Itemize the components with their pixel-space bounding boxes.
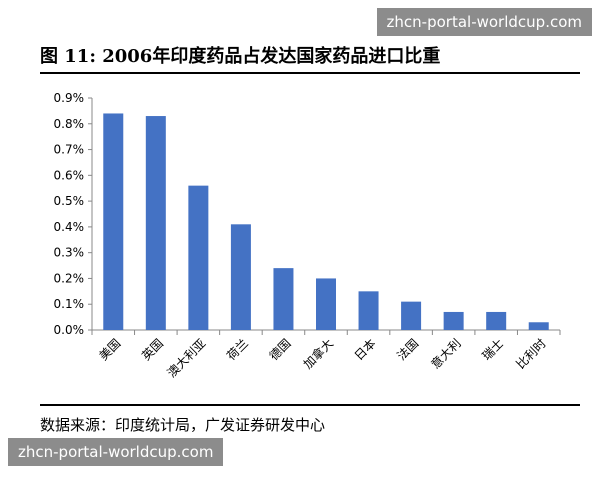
source-divider (40, 404, 580, 406)
x-tick-label: 荷兰 (224, 336, 251, 363)
x-tick-label: 加拿大 (300, 336, 336, 372)
y-tick-label: 0.4% (54, 220, 85, 234)
x-tick-label: 德国 (266, 336, 294, 364)
bar (188, 185, 209, 330)
y-tick-label: 0.8% (54, 117, 85, 131)
title-divider (40, 72, 580, 74)
watermark-top: zhcn-portal-worldcup.com (376, 8, 592, 36)
bar (486, 311, 507, 330)
bar (358, 291, 379, 330)
y-tick-label: 0.0% (54, 323, 85, 337)
y-tick-label: 0.3% (54, 246, 85, 260)
y-tick-label: 0.5% (54, 194, 85, 208)
bar (103, 113, 124, 330)
bar (528, 322, 549, 330)
y-tick-label: 0.7% (54, 143, 85, 157)
bar (401, 301, 422, 330)
bar (145, 116, 166, 331)
x-tick-label: 瑞士 (479, 336, 506, 363)
y-tick-label: 0.9% (54, 91, 85, 105)
y-tick-label: 0.2% (54, 271, 85, 285)
x-tick-label: 日本 (352, 336, 379, 363)
x-tick-label: 法国 (394, 336, 421, 363)
y-tick-label: 0.6% (54, 168, 85, 182)
bar (443, 311, 464, 330)
x-tick-label: 美国 (97, 336, 124, 363)
watermark-bottom: zhcn-portal-worldcup.com (8, 438, 224, 466)
source-note: 数据来源：印度统计局，广发证券研发中心 (40, 416, 326, 434)
y-tick-label: 0.1% (54, 297, 85, 311)
x-tick-label: 意大利 (428, 336, 464, 372)
bar (230, 224, 251, 330)
bar (316, 278, 336, 330)
x-tick-label: 英国 (139, 336, 166, 363)
chart-title: 图 11: 2006年印度药品占发达国家药品进口比重 (40, 46, 441, 67)
x-tick-label: 比利时 (513, 336, 548, 371)
x-tick-label: 澳大利亚 (165, 336, 209, 380)
bar (273, 268, 294, 330)
